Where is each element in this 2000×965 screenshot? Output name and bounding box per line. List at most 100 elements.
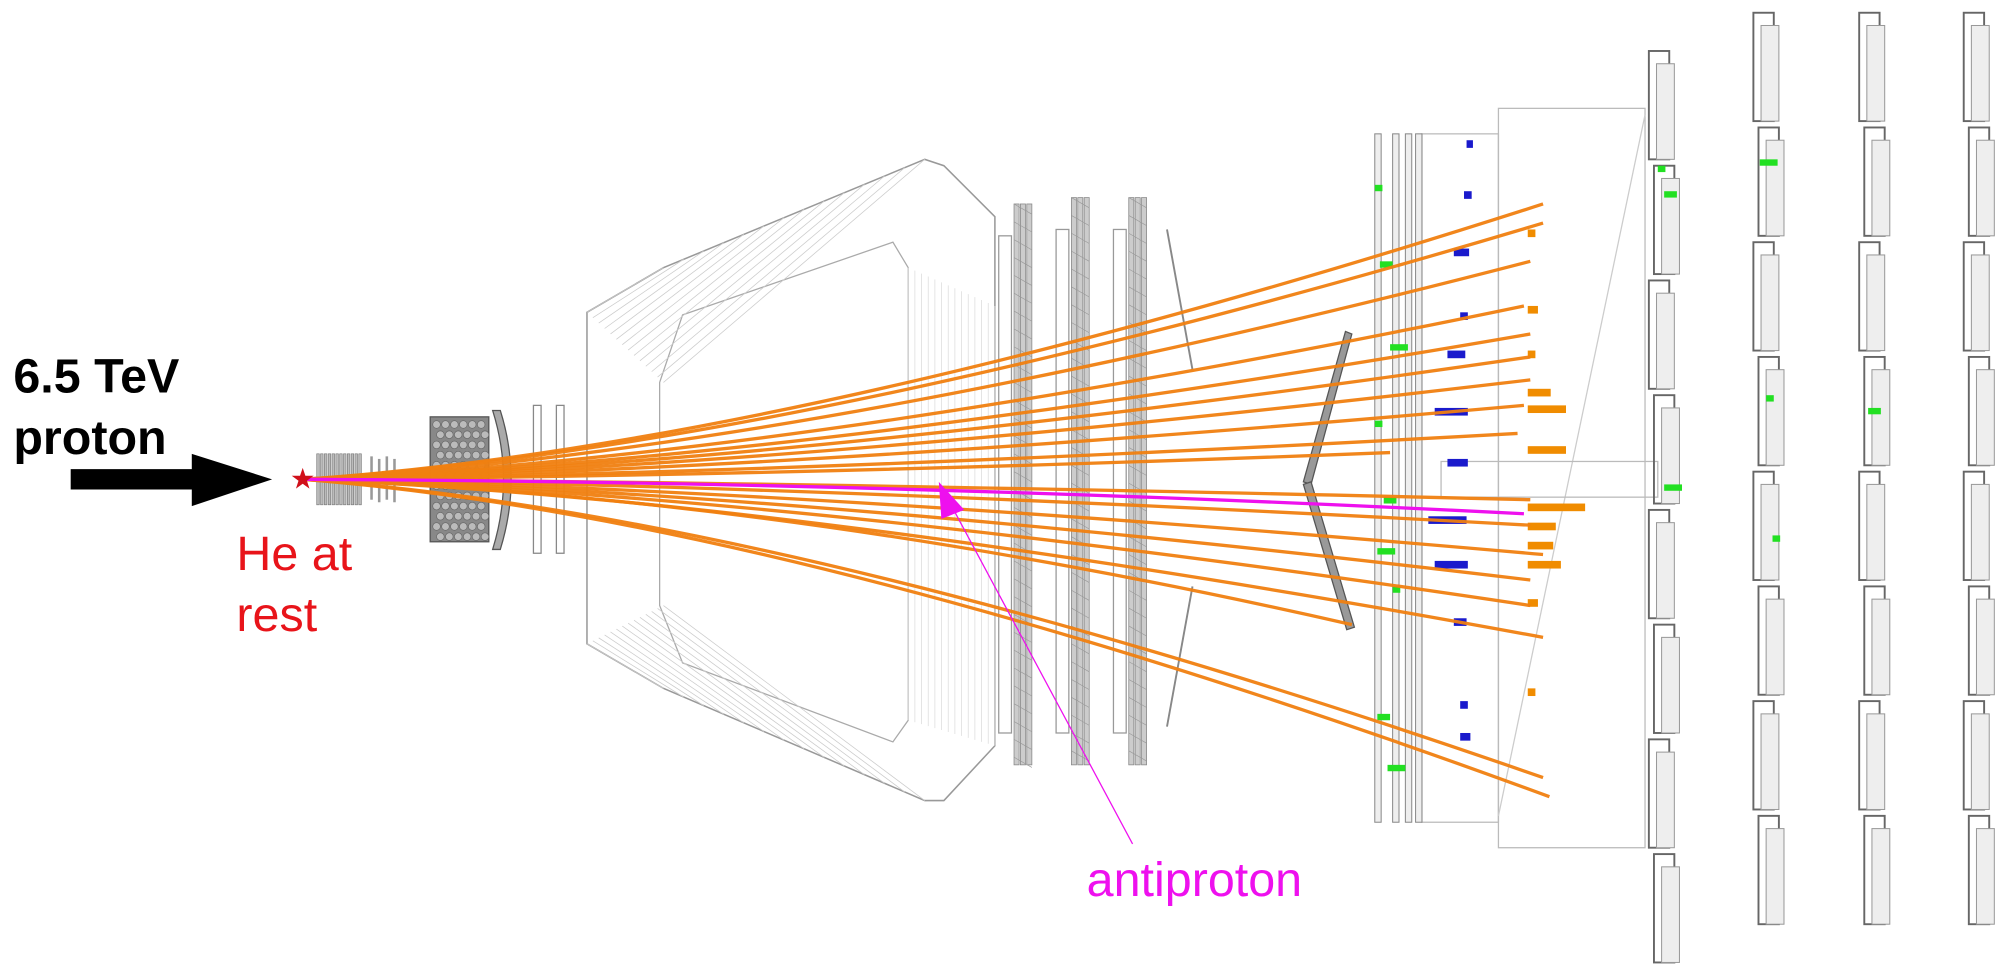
rich1-cell (463, 533, 471, 541)
magnet-mesh (652, 176, 885, 372)
tracking-frame (1113, 229, 1126, 733)
rich1-cell (463, 451, 471, 459)
muon-chamber (1766, 140, 1784, 236)
muon-hit (1773, 535, 1781, 541)
muon-hit (1375, 185, 1383, 191)
rich1-cell (451, 441, 459, 449)
rich1-cell (433, 441, 441, 449)
muon-hit (1658, 166, 1666, 172)
muon-chamber (1872, 829, 1890, 925)
magnet-mesh (587, 268, 663, 313)
muon-chamber (1761, 484, 1779, 580)
muon-chamber (1976, 370, 1994, 466)
rich1-cell (468, 421, 476, 429)
rich1-cell (472, 533, 480, 541)
rich1-cell (459, 441, 467, 449)
rich1-cell (472, 512, 480, 520)
hcal-deposit (1528, 389, 1551, 397)
ecal-deposit (1464, 191, 1472, 199)
rich1-cell (442, 441, 450, 449)
tracking-layer (1014, 204, 1019, 765)
magnet-mesh (605, 635, 724, 714)
hcal-deposit (1528, 542, 1553, 550)
magnet-mesh (611, 632, 744, 723)
muon-chamber (1872, 140, 1890, 236)
magnet-mesh (634, 620, 824, 757)
muon-chamber (1761, 255, 1779, 351)
magnet-mesh (663, 159, 924, 382)
hcal-deposit (1528, 504, 1585, 512)
muon-hit (1760, 159, 1778, 165)
magnet (587, 159, 995, 800)
tt-station (556, 405, 564, 553)
muon-hit (1388, 765, 1406, 771)
muon-chamber (1662, 637, 1680, 733)
muon-chamber (1867, 714, 1885, 810)
rich1-cell (433, 421, 441, 429)
target-label: He at (236, 527, 352, 581)
rich1-cell (454, 451, 462, 459)
rich1-cell (454, 431, 462, 439)
muon-hit (1766, 395, 1774, 401)
muon-chamber (1971, 484, 1989, 580)
muon-chamber (1657, 752, 1675, 848)
rich1-cell (445, 431, 453, 439)
muon-chamber (1976, 829, 1994, 925)
rich1-cell (463, 512, 471, 520)
rich1-cell (477, 441, 485, 449)
muon-chamber (1971, 255, 1989, 351)
ecal-deposit (1467, 140, 1473, 148)
rich1-cell (437, 431, 445, 439)
event-display: 6.5 TeV proton He at rest antiproton (0, 0, 2000, 965)
rich1-cell (445, 451, 453, 459)
tt-station (533, 405, 541, 553)
rich1-cell (459, 421, 467, 429)
magnet-mesh (593, 259, 684, 317)
tracking-frame (999, 236, 1012, 733)
rich1-cell (437, 451, 445, 459)
rich1-cell (454, 533, 462, 541)
target-label: rest (236, 588, 317, 642)
muon-chamber (1761, 25, 1779, 121)
rich1-cell (442, 523, 450, 531)
ecal-deposit (1447, 459, 1467, 467)
rich1-cell (451, 523, 459, 531)
muon-chamber (1761, 714, 1779, 810)
beam-label: proton (13, 411, 166, 465)
calorimeter-line (1498, 115, 1645, 816)
magnet-mesh (611, 234, 744, 334)
particle-label: antiproton (1087, 853, 1302, 907)
tracking-layer (1141, 198, 1146, 765)
tracking-frame (1056, 229, 1069, 733)
muon-chamber (1976, 599, 1994, 695)
magnet-mesh (628, 623, 804, 749)
hcal-deposit (1528, 688, 1536, 696)
rich1-cell (481, 451, 489, 459)
muon-chamber (1657, 293, 1675, 389)
muon-hit (1664, 191, 1677, 197)
magnet-mesh (652, 611, 885, 783)
rich1-cell (445, 533, 453, 541)
rich1-cell (433, 502, 441, 510)
beam-label: 6.5 TeV (13, 350, 179, 404)
rich1-cell (477, 421, 485, 429)
rich1-cell (451, 421, 459, 429)
tracks (303, 204, 1550, 797)
muon-chamber (1872, 370, 1890, 466)
hcal-deposit (1528, 561, 1561, 569)
rich1-cell (433, 523, 441, 531)
hcal-deposit (1528, 523, 1556, 531)
page: Event display {"labels": {"beam": ["6.5 … (0, 0, 2000, 965)
rich1-cell (437, 512, 445, 520)
rich1-cell (437, 533, 445, 541)
muon-hit (1664, 484, 1682, 490)
body: 6.5 TeV proton He at rest antiproton (()… (0, 0, 2000, 965)
muon-chamber (1766, 599, 1784, 695)
rich2-plane (1416, 134, 1422, 822)
magnet-mesh (628, 209, 804, 350)
rich1-cell (477, 502, 485, 510)
muon-chamber (1976, 140, 1994, 236)
muon-chamber (1971, 25, 1989, 121)
magnet-mesh (640, 193, 844, 361)
ecal-deposit (1460, 701, 1468, 709)
